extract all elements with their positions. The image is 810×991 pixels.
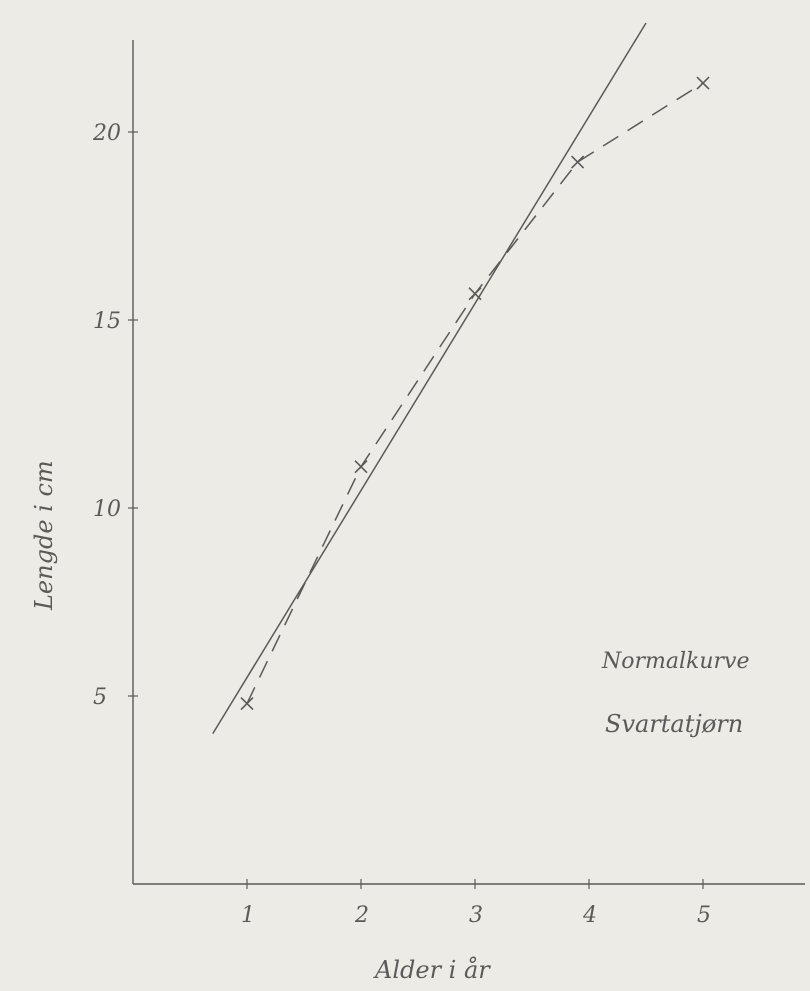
- y-tick-label-10: 10: [93, 497, 121, 522]
- x-tick-label-4: 4: [582, 903, 597, 928]
- x-tick-label-3: 3: [469, 903, 483, 928]
- series-line-0: [212, 22, 647, 734]
- x-tick-label-2: 2: [354, 903, 369, 928]
- x-tick-label-1: 1: [241, 903, 255, 928]
- data-point-1-4: [696, 76, 710, 90]
- data-point-1-1: [354, 460, 368, 474]
- x-tick-label-5: 5: [697, 903, 711, 928]
- ticks: 1 2 3 4 5 5 10 15 20: [92, 121, 711, 928]
- y-tick-label-20: 20: [92, 121, 121, 146]
- series-line-1: [246, 82, 704, 704]
- data-point-1-3: [571, 155, 585, 169]
- series-layer: [212, 22, 710, 734]
- labels: Alder i år Lengde i cm Normalkurve Svart…: [30, 460, 750, 984]
- data-point-1-0: [240, 696, 254, 711]
- axes: [132, 40, 805, 885]
- y-tick-label-5: 5: [93, 685, 107, 710]
- y-tick-label-15: 15: [93, 309, 121, 334]
- y-axis-label: Lengde i cm: [30, 460, 58, 611]
- legend-svartatjorn: Svartatjørn: [605, 710, 743, 738]
- data-point-1-2: [468, 287, 482, 301]
- x-axis-label: Alder i år: [373, 955, 491, 984]
- legend-normalkurve: Normalkurve: [601, 649, 750, 674]
